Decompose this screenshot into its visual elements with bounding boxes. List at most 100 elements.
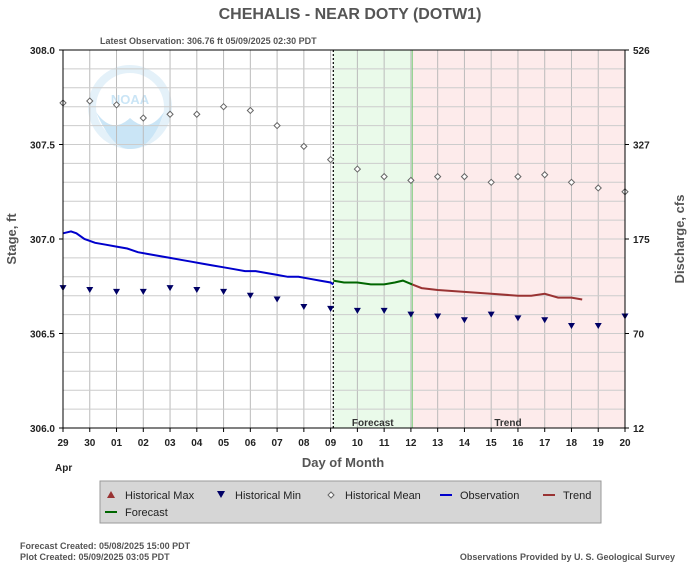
historical-min-marker bbox=[567, 322, 575, 329]
x-tick-label: 10 bbox=[352, 438, 364, 449]
x-tick-label: 18 bbox=[566, 438, 578, 449]
y-tick-label-left: 306.0 bbox=[30, 424, 55, 435]
historical-min-marker bbox=[514, 315, 522, 322]
x-tick-label: 06 bbox=[245, 438, 257, 449]
x-tick-label: 08 bbox=[298, 438, 310, 449]
legend-label: Forecast bbox=[125, 507, 168, 519]
x-tick-label: 01 bbox=[111, 438, 123, 449]
historical-mean-marker bbox=[594, 184, 602, 192]
x-tick-label: 07 bbox=[272, 438, 284, 449]
grid-lines bbox=[62, 49, 626, 429]
y-axis-label-right: Discharge, cfs bbox=[672, 195, 687, 284]
y-tick-label-right: 12 bbox=[633, 424, 645, 435]
noaa-logo-text: NOAA bbox=[111, 92, 150, 107]
y-tick-label-right: 526 bbox=[633, 46, 650, 57]
x-tick-label: 14 bbox=[459, 438, 471, 449]
historical-mean-marker bbox=[273, 121, 281, 130]
historical-min-marker bbox=[273, 296, 281, 303]
credit: Observations Provided by U. S. Geologica… bbox=[460, 552, 675, 562]
chart-title: CHEHALIS - NEAR DOTY (DOTW1) bbox=[219, 6, 482, 23]
legend-label: Historical Max bbox=[125, 490, 195, 502]
historical-mean-marker bbox=[460, 172, 469, 181]
y-tick-label-left: 308.0 bbox=[30, 46, 55, 57]
series-line-observation bbox=[62, 230, 334, 286]
historical-min-marker bbox=[139, 288, 147, 295]
x-tick-label: 20 bbox=[619, 438, 631, 449]
legend-label: Historical Min bbox=[235, 490, 301, 502]
historical-mean-marker bbox=[166, 110, 174, 118]
latest-observation: Latest Observation: 306.76 ft 05/09/2025… bbox=[100, 36, 317, 46]
y-tick-label-left: 307.5 bbox=[30, 141, 55, 152]
historical-mean-marker bbox=[487, 178, 495, 187]
legend-marker-historical-min bbox=[217, 491, 225, 498]
historical-mean-marker bbox=[193, 110, 201, 118]
x-tick-label: 16 bbox=[512, 438, 524, 449]
noaa-logo-icon: NOAA bbox=[88, 65, 172, 150]
y-tick-label-left: 306.5 bbox=[30, 330, 55, 341]
x-tick-label: 13 bbox=[432, 438, 444, 449]
historical-mean-marker bbox=[246, 106, 255, 115]
historical-min-marker bbox=[594, 322, 602, 329]
x-tick-label: 15 bbox=[486, 438, 498, 449]
historical-mean-marker bbox=[514, 172, 522, 181]
x-tick-label: 12 bbox=[405, 438, 417, 449]
forecast-created: Forecast Created: 05/08/2025 15:00 PDT bbox=[20, 541, 191, 551]
historical-min-marker bbox=[434, 313, 442, 320]
y-tick-label-left: 307.0 bbox=[30, 235, 55, 246]
x-tick-label: 11 bbox=[379, 438, 390, 449]
y-tick-label-right: 70 bbox=[633, 330, 645, 341]
y-tick-label-right: 175 bbox=[633, 235, 650, 246]
historical-mean-marker bbox=[139, 114, 147, 122]
historical-min-marker bbox=[246, 292, 254, 299]
historical-min-marker bbox=[407, 311, 415, 318]
x-tick-label: 03 bbox=[164, 438, 176, 449]
band-label: Forecast bbox=[352, 418, 394, 429]
legend-label: Observation bbox=[460, 490, 519, 502]
historical-min-marker bbox=[380, 307, 388, 314]
x-month-label: Apr bbox=[55, 463, 72, 474]
axes: 29 30 01 02 03 04 05 06 07 08 09 10 11 12 13 14 15 16 17 18… bbox=[30, 46, 650, 449]
band-label: Trend bbox=[494, 418, 521, 429]
x-tick-label: 09 bbox=[325, 438, 337, 449]
historical-mean-marker bbox=[112, 101, 121, 109]
historical-mean-marker bbox=[541, 171, 549, 179]
historical-min-marker bbox=[487, 311, 495, 318]
historical-min-marker bbox=[300, 304, 308, 311]
historical-mean-marker bbox=[219, 102, 228, 111]
historical-mean-marker bbox=[433, 172, 442, 181]
plot-created: Plot Created: 05/09/2025 03:05 PDT bbox=[20, 552, 170, 562]
historical-min-marker bbox=[86, 287, 94, 294]
band-labels: Forecast Trend bbox=[352, 418, 522, 429]
historical-mean-marker bbox=[326, 155, 335, 164]
legend-marker-historical-mean bbox=[327, 491, 335, 499]
legend-box bbox=[99, 480, 602, 524]
legend-label: Historical Mean bbox=[345, 490, 421, 502]
historical-mean-marker bbox=[353, 165, 362, 173]
legend: Historical Max Historical Min Historical M… bbox=[105, 490, 591, 519]
x-tick-label: 19 bbox=[593, 438, 605, 449]
series-line-trend bbox=[411, 283, 583, 301]
historical-mean-marker bbox=[86, 97, 94, 105]
historical-min-marker bbox=[113, 288, 121, 295]
x-tick-label: 17 bbox=[539, 438, 551, 449]
historical-mean-marker bbox=[300, 142, 308, 151]
x-tick-label: 02 bbox=[138, 438, 150, 449]
x-tick-label: 29 bbox=[57, 438, 69, 449]
y-axis-label-left: Stage, ft bbox=[4, 213, 19, 265]
historical-mean-marker bbox=[380, 172, 388, 181]
historical-min-marker bbox=[327, 305, 335, 312]
historical-min-marker bbox=[220, 288, 228, 295]
series-layer bbox=[59, 97, 629, 329]
historical-min-marker bbox=[166, 285, 174, 292]
historical-mean-marker bbox=[407, 176, 415, 185]
x-tick-label: 30 bbox=[84, 438, 96, 449]
y-tick-label-right: 327 bbox=[633, 141, 650, 152]
legend-marker-historical-max bbox=[107, 491, 115, 498]
historical-mean-marker bbox=[567, 178, 576, 187]
legend-label: Trend bbox=[563, 490, 591, 502]
historical-min-marker bbox=[541, 317, 549, 324]
historical-min-marker bbox=[193, 287, 201, 294]
x-axis-label: Day of Month bbox=[302, 455, 384, 470]
